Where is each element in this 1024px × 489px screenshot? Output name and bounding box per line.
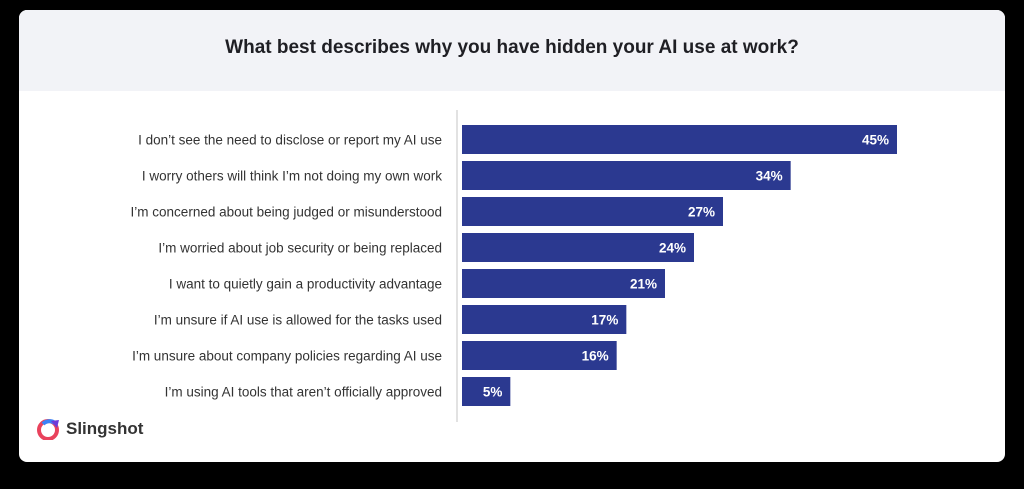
bar: [462, 197, 723, 226]
slingshot-logo: Slingshot: [37, 418, 143, 440]
category-label: I’m concerned about being judged or misu…: [131, 205, 442, 220]
data-label: 21%: [630, 277, 657, 292]
chart-header: What best describes why you have hidden …: [19, 10, 1005, 91]
data-label: 24%: [659, 241, 686, 256]
logo-text: Slingshot: [66, 419, 144, 438]
data-label: 34%: [756, 169, 783, 184]
category-label: I want to quietly gain a productivity ad…: [169, 277, 442, 292]
bar: [462, 161, 791, 190]
data-label: 27%: [688, 205, 715, 220]
category-label: I’m using AI tools that aren’t officiall…: [165, 385, 442, 400]
data-label: 45%: [862, 133, 889, 148]
bar: [462, 125, 897, 154]
slingshot-rocket-icon: [37, 419, 59, 440]
data-label: 5%: [483, 385, 503, 400]
category-label: I’m unsure if AI use is allowed for the …: [154, 313, 442, 328]
bar: [462, 341, 617, 370]
category-label: I don’t see the need to disclose or repo…: [138, 133, 442, 148]
bar: [462, 305, 627, 334]
bar: [462, 377, 511, 406]
category-label: I’m worried about job security or being …: [158, 241, 442, 256]
bar: [462, 269, 665, 298]
chart-card: What best describes why you have hidden …: [19, 10, 1005, 462]
category-label: I worry others will think I’m not doing …: [142, 169, 442, 184]
category-label: I’m unsure about company policies regard…: [132, 349, 442, 364]
data-label: 17%: [591, 313, 618, 328]
chart-title: What best describes why you have hidden …: [225, 37, 799, 58]
data-label: 16%: [582, 349, 609, 364]
bar: [462, 233, 694, 262]
